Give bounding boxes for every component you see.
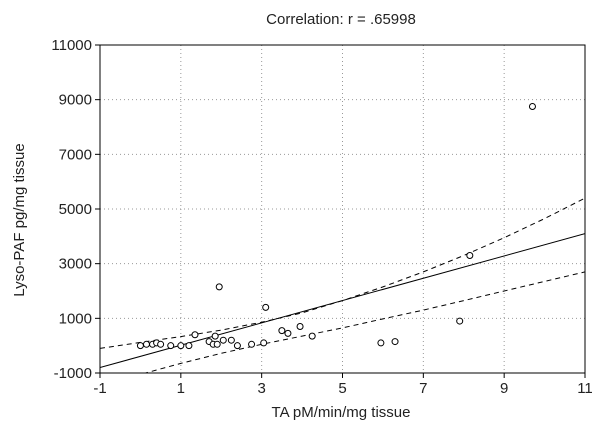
- data-point: [262, 303, 270, 311]
- data-point: [227, 336, 235, 344]
- x-axis-label: TA pM/min/mg tissue: [272, 404, 411, 421]
- x-tick-label: 3: [257, 380, 265, 397]
- data-point: [185, 342, 193, 350]
- confidence-bands: [100, 197, 585, 373]
- y-tick-label: 3000: [59, 256, 92, 273]
- data-point: [528, 103, 536, 110]
- data-point: [167, 342, 175, 350]
- data-point: [260, 339, 268, 347]
- data-point: [177, 342, 185, 350]
- data-point: [233, 342, 241, 350]
- y-tick-label: 11000: [51, 37, 92, 54]
- data-point: [219, 336, 227, 344]
- x-tick-label: 5: [338, 380, 346, 397]
- data-point: [466, 251, 474, 259]
- y-axis-ticks: -1000 1000 3000 5000 7000 9000 11000: [51, 37, 100, 382]
- data-point: [377, 339, 385, 347]
- grid-lines: [100, 45, 585, 373]
- data-point: [284, 329, 292, 337]
- data-point: [157, 340, 165, 348]
- x-tick-label: 1: [177, 380, 185, 397]
- x-tick-label: 7: [419, 380, 427, 397]
- y-axis-label: Lyso-PAF pg/mg tissue: [11, 143, 28, 296]
- confidence-lower-line: [143, 271, 585, 373]
- x-tick-label: 11: [577, 380, 593, 397]
- y-tick-label: 7000: [59, 146, 92, 163]
- data-point: [456, 317, 464, 325]
- x-tick-label: 9: [500, 380, 508, 397]
- data-point: [296, 323, 304, 331]
- data-point: [136, 342, 144, 350]
- y-tick-label: 9000: [59, 92, 92, 109]
- data-point: [308, 332, 316, 340]
- data-point: [215, 283, 223, 291]
- data-point: [142, 340, 150, 348]
- data-points: [136, 103, 536, 350]
- y-tick-label: 1000: [59, 310, 92, 327]
- data-point: [278, 327, 286, 335]
- data-point: [211, 332, 219, 340]
- y-tick-label: -1000: [54, 365, 92, 382]
- data-point: [213, 340, 221, 348]
- x-tick-label: -1: [93, 380, 106, 397]
- data-point: [191, 331, 199, 339]
- data-point: [391, 338, 399, 346]
- x-axis-ticks: -1 1 3 5 7 9 11: [93, 373, 593, 397]
- y-tick-label: 5000: [59, 201, 92, 218]
- data-point: [248, 340, 256, 348]
- chart-title: Correlation: r = .65998: [266, 11, 416, 28]
